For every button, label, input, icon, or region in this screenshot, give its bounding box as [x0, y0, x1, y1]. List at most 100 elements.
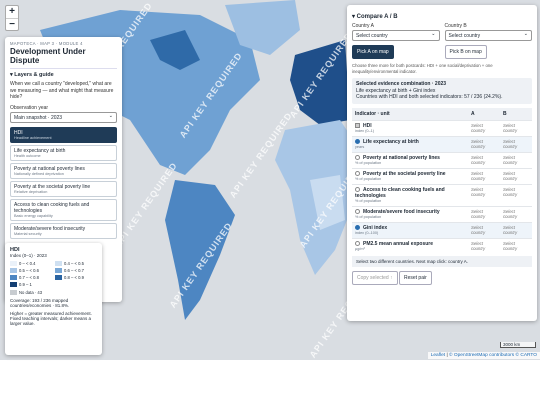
indicator-row[interactable]: Poverty at national poverty lines% of po… [352, 151, 532, 168]
bin-label: 0.6 – < 0.7 [64, 268, 84, 273]
indicator-row[interactable]: Access to clean cooking fuels and techno… [352, 183, 532, 206]
attribution-link[interactable]: © OpenStreetMap contributors [449, 353, 515, 358]
swatch [55, 275, 62, 280]
evidence-box: Selected evidence combination · 2023 Lif… [352, 78, 532, 104]
value-a: Select country [468, 167, 500, 184]
pick-a-button[interactable]: Pick A on map [352, 45, 394, 59]
selector[interactable] [355, 139, 360, 145]
legend-bin: 0 – < 0.4 [10, 261, 52, 266]
reset-button[interactable]: Reset pair [398, 270, 432, 285]
value-a: Select country [468, 237, 500, 254]
layer-name: HDI [14, 129, 23, 136]
swatch [55, 268, 62, 273]
layer-button[interactable]: Poverty at the societal poverty line Rela… [10, 180, 117, 197]
layer-button[interactable]: Life expectancy at birth Health outcome [10, 144, 117, 161]
pick-b-button[interactable]: Pick B on map [444, 45, 487, 59]
indicator-table: Indicator · unit A B HDI index (0–1) Selec… [352, 107, 532, 254]
indicator-row[interactable]: HDI index (0–1) Select country Select count… [352, 119, 532, 136]
zoom-in[interactable]: + [9, 6, 15, 17]
legend-title: HDI [10, 247, 20, 253]
indicator-row[interactable]: Moderate/severe food insecurity% of popu… [352, 205, 532, 222]
europe [290, 40, 350, 125]
indicator-unit: µg/m³ [355, 247, 365, 251]
value-b: Select country [500, 221, 532, 238]
selector[interactable] [355, 225, 360, 231]
copy-button[interactable]: Copy selected ↑ [352, 270, 398, 285]
indicator-row[interactable]: PM2.5 mean annual exposure µg/m³ Select co… [352, 237, 532, 254]
indicator-unit: years [355, 145, 365, 149]
layer-name: Access to clean cooking fuels and techno… [14, 201, 90, 214]
status: Select two different countries. Next map… [352, 255, 532, 267]
selector[interactable] [355, 155, 360, 161]
indicator-name: PM2.5 mean annual exposure [363, 241, 434, 247]
value-b: Select country [500, 237, 532, 254]
indicator-row[interactable]: Gini index index (0–100) Select country Sel… [352, 221, 532, 238]
indicator-unit: % of population [355, 161, 382, 165]
selector[interactable] [355, 209, 360, 215]
indicator-cell: Access to clean cooking fuels and techno… [352, 183, 468, 206]
indicator-cell: PM2.5 mean annual exposure µg/m³ [352, 237, 468, 254]
country-a-select[interactable]: Select country [352, 30, 440, 41]
pick-buttons: Pick A on map Pick B on map [352, 45, 532, 59]
region [150, 30, 200, 70]
attribution-link[interactable]: Leaflet [430, 353, 446, 358]
legend-bin: 0.7 – < 0.8 [10, 275, 52, 280]
indicator-cell: Poverty at national poverty lines% of po… [352, 151, 468, 168]
section-toggle[interactable]: ▾ Layers & guide [10, 68, 117, 78]
layer-subtitle: Basic energy capability [14, 213, 53, 218]
column-header: B [500, 107, 532, 120]
attribution: Leaflet | © OpenStreetMap contributors ©… [427, 352, 540, 359]
value-a: Select country [468, 205, 500, 222]
selector[interactable] [355, 241, 360, 247]
legend-bin: 0.4 – < 0.5 [55, 261, 97, 266]
value-b: Select country [500, 151, 532, 168]
indicator-cell: Moderate/severe food insecurity% of popu… [352, 205, 468, 222]
country-a-label: Country A [352, 23, 374, 29]
evidence-count: Countries with HDI and both selected ind… [356, 94, 503, 100]
basemap [40, 0, 360, 320]
legend-subtitle: Index (0–1) · 2023 [10, 253, 47, 258]
layer-button[interactable]: Poverty at national poverty lines Nationa… [10, 162, 117, 179]
year-label: Observation year [10, 104, 49, 111]
value-b: Select country [500, 205, 532, 222]
indicator-row[interactable]: Life expectancy at birth years Select coun… [352, 135, 532, 152]
indicator-name: Moderate/severe food insecurity [363, 209, 440, 215]
country-b-select[interactable]: Select country [444, 30, 532, 41]
attribution-link[interactable]: © CARTO [515, 353, 537, 358]
country-b-label: Country B [444, 23, 467, 29]
selector[interactable] [355, 187, 360, 193]
legend-bin: 0.9 – 1 [10, 282, 52, 287]
no-data-label: No data · 43 [19, 290, 43, 295]
indicator-row[interactable]: Poverty at the societal poverty line% of… [352, 167, 532, 184]
indicator-name: HDI [363, 123, 372, 129]
section-toggle[interactable]: ▾ Compare A / B [352, 14, 398, 20]
indicator-cell: Gini index index (0–100) [352, 221, 468, 238]
layer-subtitle: Relative deprivation [14, 189, 48, 194]
value-a: Select country [468, 119, 500, 136]
indicator-name: Gini index [363, 225, 388, 231]
legend-note: Higher = greater measured achievement. F… [10, 311, 92, 326]
zoom-control: + − [5, 5, 19, 31]
indicator-unit: % of population [355, 177, 382, 181]
coverage: Coverage: 193 / 236 mapped countries/eco… [10, 298, 70, 308]
indicator-unit: % of population [355, 215, 382, 219]
legend-bin: 0.8 – < 0.9 [55, 275, 97, 280]
column-header: Indicator · unit [352, 107, 468, 120]
zoom-out[interactable]: − [6, 18, 18, 30]
selector[interactable] [355, 123, 360, 129]
layer-button[interactable]: HDI Headline achievement [10, 126, 117, 143]
layer-subtitle: Health outcome [14, 153, 41, 158]
value-b: Select country [500, 119, 532, 136]
column-header: A [468, 107, 500, 120]
layer-button[interactable]: Moderate/severe food insecurity Material … [10, 222, 117, 239]
indicator-name: Poverty at national poverty lines [363, 155, 440, 161]
year-select[interactable]: Main snapshot · 2023 [10, 111, 117, 123]
bin-label: 0.9 – 1 [19, 282, 32, 287]
selector[interactable] [355, 171, 360, 177]
action-buttons: Copy selected ↑ Reset pair [352, 270, 532, 285]
layer-subtitle: Material security [14, 231, 42, 236]
instruction: Choose three more for both postcards: HD… [352, 63, 493, 74]
layer-button[interactable]: Access to clean cooking fuels and techno… [10, 198, 117, 221]
value-b: Select country [500, 135, 532, 152]
